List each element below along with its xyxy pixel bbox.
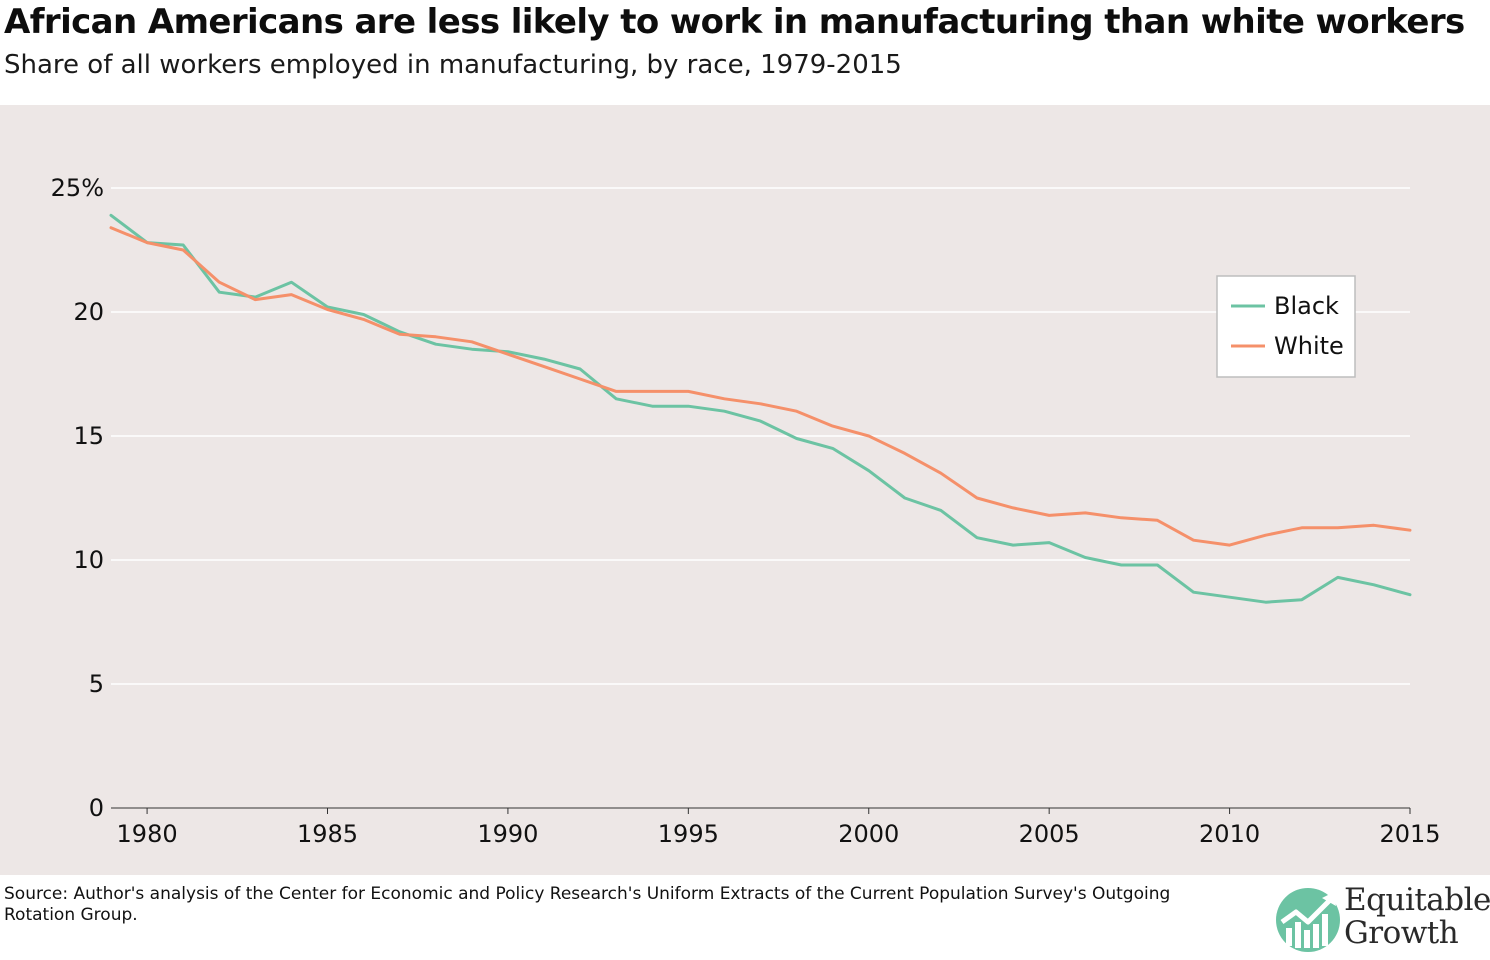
plot-background [0, 105, 1490, 875]
x-tick-label-1995: 1995 [658, 820, 719, 848]
x-tick-label-1980: 1980 [117, 820, 178, 848]
equitable-growth-logo: Equitable Growth [1276, 884, 1490, 954]
y-tick-label-15: 15 [73, 422, 104, 450]
source-note: Source: Author's analysis of the Center … [4, 884, 1171, 925]
legend-box [1216, 275, 1356, 378]
chart-title: African Americans are less likely to wor… [4, 2, 1465, 42]
y-tick-label-20: 20 [73, 298, 104, 326]
legend-label-white: White [1274, 332, 1344, 360]
x-tick-label-1990: 1990 [477, 820, 538, 848]
x-tick-label-2015: 2015 [1379, 820, 1440, 848]
x-tick-label-2005: 2005 [1019, 820, 1080, 848]
series-line-white [109, 226, 1412, 547]
chart-subtitle: Share of all workers employed in manufac… [4, 50, 902, 80]
x-tick-label-1985: 1985 [297, 820, 358, 848]
y-tick-label-5: 5 [89, 670, 104, 698]
y-tick-label-10: 10 [73, 546, 104, 574]
legend-label-black: Black [1274, 292, 1339, 320]
x-tick-label-2000: 2000 [838, 820, 899, 848]
logo-word-growth: Growth [1344, 915, 1459, 951]
series-line-black [109, 213, 1412, 604]
logo-word-equitable: Equitable [1344, 882, 1490, 918]
y-tick-label-0: 0 [89, 794, 104, 822]
growth-chart-icon [1276, 888, 1340, 952]
y-tick-label-25: 25% [51, 174, 104, 202]
x-tick-label-2010: 2010 [1199, 820, 1260, 848]
legend: Black White [1216, 275, 1356, 378]
